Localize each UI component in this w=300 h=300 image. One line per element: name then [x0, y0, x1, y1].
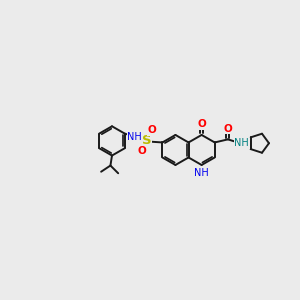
Text: O: O: [137, 146, 146, 156]
Text: NH: NH: [194, 168, 209, 178]
Text: S: S: [142, 134, 152, 147]
Text: O: O: [197, 119, 206, 129]
Text: NH: NH: [235, 138, 249, 148]
Text: NH: NH: [127, 132, 142, 142]
Text: O: O: [224, 124, 232, 134]
Text: O: O: [148, 125, 157, 135]
